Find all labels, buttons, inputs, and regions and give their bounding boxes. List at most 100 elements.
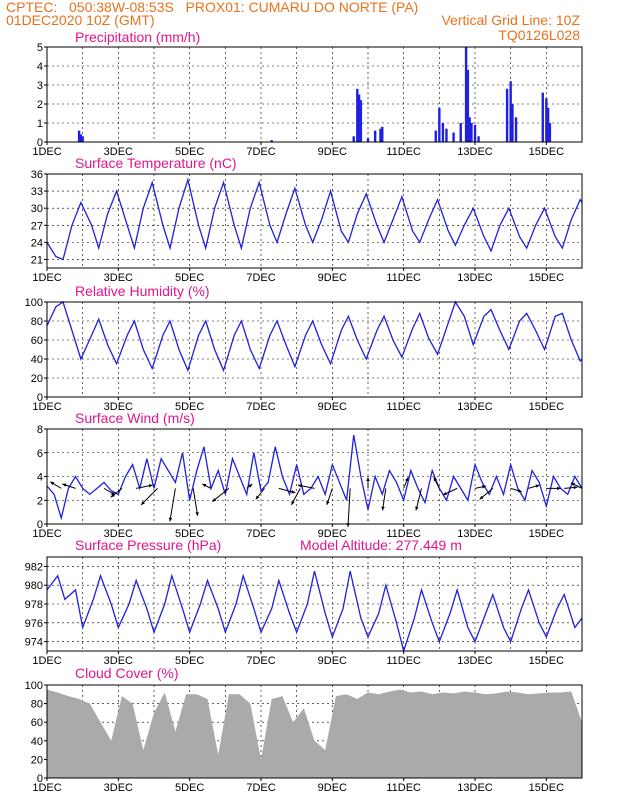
precip-bar — [514, 117, 518, 142]
precip-bar — [505, 88, 509, 142]
wind-arrow-head — [535, 484, 540, 488]
y-tick-label: 4 — [37, 61, 43, 73]
y-tick-label: 976 — [25, 618, 43, 630]
wind-arrow — [474, 485, 487, 489]
precipitation-frame — [46, 46, 583, 143]
header-model-id: TQ0126L028 — [498, 27, 580, 43]
precip-bar — [511, 104, 514, 142]
y-tick-label: 8 — [37, 424, 43, 436]
wind-arrow-shaft — [192, 488, 199, 516]
y-tick-label: 20 — [31, 373, 43, 385]
y-tick-label: 980 — [25, 580, 43, 592]
x-tick-label: 13DEC — [457, 146, 493, 158]
wind-arrow — [442, 487, 458, 496]
y-tick-label: 80 — [31, 699, 43, 711]
precip-bar — [356, 88, 359, 142]
wind-arrow-head — [381, 506, 385, 511]
precip-bar — [473, 124, 477, 142]
wind-arrow-head — [405, 477, 409, 482]
y-tick-label: 982 — [25, 561, 43, 573]
x-tick-label: 7DEC — [246, 782, 275, 794]
panels-group: 0 1 2 3 4 5 1DEC 3DEC 5DEC 7DEC 9DEC 11DEC 13DEC 15DE… — [25, 42, 583, 794]
x-tick-label: 9DEC — [318, 782, 347, 794]
x-tick-label: 11DEC — [386, 528, 421, 540]
panel-precipitation: 0 1 2 3 4 5 1DEC 3DEC 5DEC 7DEC 9DEC 11DEC 13DEC 15DE… — [32, 42, 583, 158]
wind-arrow — [546, 486, 561, 491]
x-tick-label: 1DEC — [32, 272, 61, 284]
wind-arrow — [140, 488, 158, 506]
x-tick-label: 13DEC — [457, 401, 493, 413]
wind-arrow-head — [573, 485, 578, 490]
y-tick-label: 0 — [37, 392, 43, 404]
precip-bar — [381, 126, 384, 142]
precip-bar — [366, 138, 370, 142]
y-tick-label: 30 — [31, 203, 43, 215]
wind-arrow — [168, 488, 176, 522]
x-tick-label: 7DEC — [246, 272, 275, 284]
wind-arrow-head — [255, 495, 260, 500]
x-tick-label: 3DEC — [104, 782, 133, 794]
wind-arrow-head — [50, 481, 55, 486]
wind-arrow — [403, 477, 409, 489]
wind-arrow — [246, 483, 253, 489]
wind-arrow — [50, 481, 62, 489]
y-tick-label: 20 — [31, 754, 43, 766]
wind-arrow — [62, 483, 76, 489]
precip-bar — [81, 136, 84, 142]
precip-bar — [477, 136, 480, 142]
panel-temperature: 21 24 27 30 33 36 1DEC 3DEC 5DEC 7DEC 9DEC 11DEC 13D… — [31, 169, 583, 284]
wind-arrow — [326, 488, 333, 506]
x-tick-label: 5DEC — [175, 272, 204, 284]
precip-bar — [546, 107, 550, 142]
x-tick-label: 13DEC — [457, 782, 493, 794]
wind-arrow-head — [148, 484, 153, 488]
x-tick-label: 3DEC — [104, 528, 133, 540]
humidity-series-line — [46, 300, 583, 373]
precip-bar — [452, 132, 455, 142]
precip-bar — [545, 98, 548, 142]
panel-title-wind: Surface Wind (m/s) — [75, 410, 195, 426]
panel-title-pressure: Surface Pressure (hPa) — [75, 537, 221, 553]
x-tick-label: 15DEC — [529, 655, 565, 667]
wind-arrow — [136, 484, 153, 489]
pressure-series-line — [46, 570, 583, 654]
x-tick-label: 13DEC — [457, 272, 493, 284]
x-tick-label: 15DEC — [529, 528, 565, 540]
x-tick-label: 11DEC — [386, 782, 421, 794]
x-tick-label: 15DEC — [529, 401, 565, 413]
y-tick-label: 2 — [37, 495, 43, 507]
wind-arrow — [212, 487, 230, 502]
panel-title-precipitation: Precipitation (mm/h) — [75, 29, 200, 45]
wind-arrow — [202, 483, 212, 489]
precip-bar — [352, 136, 355, 142]
panel-title-temperature: Surface Temperature (nC) — [75, 155, 237, 171]
wind-arrow — [433, 477, 440, 489]
wind-arrow — [192, 488, 199, 516]
wind-arrow — [479, 487, 494, 500]
wind-arrow-head — [212, 497, 217, 502]
precip-bar — [466, 69, 470, 142]
wind-arrow — [297, 484, 315, 489]
precip-bar — [468, 117, 471, 142]
panel-humidity: 0 20 40 60 80 100 1DEC 3DEC 5DEC 7DEC 9DEC 11DEC 13D… — [25, 297, 583, 413]
wind-arrow-shaft — [347, 488, 351, 527]
y-tick-label: 4 — [37, 472, 43, 484]
precip-bar — [77, 130, 81, 142]
wind-arrow-head — [433, 477, 438, 482]
wind-arrow-head — [326, 500, 330, 505]
wind-arrow-head — [442, 491, 447, 496]
temperature-frame — [46, 173, 583, 269]
y-tick-label: 6 — [37, 448, 43, 460]
precip-bar — [441, 123, 445, 142]
humidity-frame — [46, 301, 583, 398]
wind-arrow — [110, 487, 123, 498]
y-tick-label: 33 — [31, 186, 43, 198]
wind-arrow — [381, 488, 387, 511]
wind-arrow — [528, 484, 540, 489]
x-tick-label: 15DEC — [529, 782, 565, 794]
wind-arrow-head — [415, 506, 419, 511]
x-tick-label: 1DEC — [32, 146, 61, 158]
x-tick-label: 3DEC — [104, 655, 133, 667]
x-tick-label: 13DEC — [457, 528, 493, 540]
